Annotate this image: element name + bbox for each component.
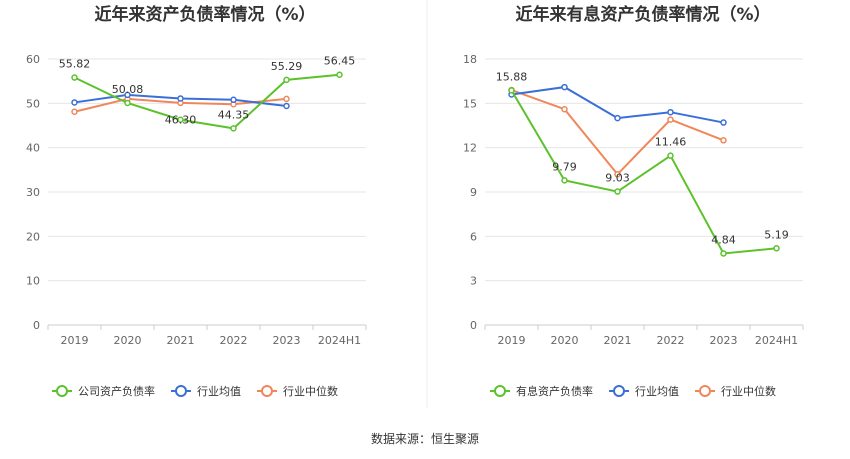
right-industry-avg-point[interactable] xyxy=(561,83,568,91)
right-y-tick-label: 0 xyxy=(470,319,477,332)
legend-marker-icon xyxy=(175,385,187,397)
left-data-label: 55.29 xyxy=(271,60,303,73)
right-data-label: 15.88 xyxy=(496,70,528,83)
right-data-label: 9.79 xyxy=(552,160,577,173)
right-x-tick-label: 2021 xyxy=(604,334,632,347)
right-data-label: 5.19 xyxy=(764,228,789,241)
right-legend-item-industry-median[interactable]: 行业中位数 xyxy=(695,384,776,398)
left-x-tick-label: 2022 xyxy=(220,334,248,347)
right-company-point[interactable] xyxy=(614,188,621,195)
right-company-line xyxy=(510,89,777,255)
left-data-label: 55.82 xyxy=(59,58,91,71)
legend-marker-icon xyxy=(613,385,625,397)
left-company-point[interactable] xyxy=(336,71,343,78)
left-company-point[interactable] xyxy=(71,74,78,81)
left-x-tick-label: 2021 xyxy=(167,334,195,347)
left-industry-avg-point[interactable] xyxy=(71,99,78,106)
right-y-tick-label: 15 xyxy=(463,97,477,110)
right-data-label: 9.03 xyxy=(605,172,630,185)
left-x-tick-label: 2023 xyxy=(273,334,301,347)
left-line-chart: 0 10 20 30 40 50 60 2019 2020 2021 2022 2023 2024H1 5… xyxy=(26,53,367,347)
right-industry-median-point[interactable] xyxy=(561,105,568,113)
right-industry-median-point[interactable] xyxy=(667,116,674,123)
legend-label: 行业均值 xyxy=(197,385,241,398)
right-y-tick-label: 12 xyxy=(463,142,477,155)
left-y-tick-label: 40 xyxy=(26,142,40,155)
left-y-tick-label: 50 xyxy=(26,97,40,110)
left-legend-item-industry-median[interactable]: 行业中位数 xyxy=(257,384,338,398)
legend-label: 行业中位数 xyxy=(283,384,338,398)
left-y-tick-label: 30 xyxy=(26,186,40,199)
left-industry-median-point[interactable] xyxy=(71,108,78,116)
right-legend[interactable]: 有息资产负债率 行业均值 行业中位数 xyxy=(490,384,776,398)
left-data-label: 50.08 xyxy=(112,83,144,96)
left-company-point[interactable] xyxy=(230,125,237,132)
right-company-point[interactable] xyxy=(561,177,568,184)
right-industry-median-point[interactable] xyxy=(614,171,621,178)
left-y-tick-label: 20 xyxy=(26,230,40,243)
right-company-point[interactable] xyxy=(720,250,727,257)
left-legend-item-company[interactable]: 公司资产负债率 xyxy=(52,384,155,398)
right-data-label: 11.46 xyxy=(655,136,687,149)
right-x-tick-label: 2019 xyxy=(498,334,526,347)
legend-marker-icon xyxy=(494,385,506,397)
right-industry-avg-point[interactable] xyxy=(720,119,727,126)
left-x-tick-label: 2024H1 xyxy=(318,334,361,347)
left-industry-avg-point[interactable] xyxy=(177,95,184,102)
left-x-tick-label: 2020 xyxy=(114,334,142,347)
left-data-label: 44.35 xyxy=(218,108,250,121)
data-source: 数据来源：恒生聚源 xyxy=(371,431,479,446)
left-company-point[interactable] xyxy=(283,76,290,84)
left-chart-title: 近年来资产负债率情况（%） xyxy=(94,4,315,25)
left-y-tick-label: 10 xyxy=(26,275,40,288)
left-y-tick-label: 60 xyxy=(26,53,40,66)
right-y-tick-label: 18 xyxy=(463,53,477,66)
right-company-point[interactable] xyxy=(508,87,515,94)
legend-label: 公司资产负债率 xyxy=(78,384,155,398)
right-x-tick-label: 2020 xyxy=(551,334,579,347)
legend-label: 行业中位数 xyxy=(721,384,776,398)
left-legend-item-industry-avg[interactable]: 行业均值 xyxy=(171,385,241,398)
left-company-line xyxy=(74,73,340,130)
right-line-chart: 0 3 6 9 12 15 18 2019 2020 2021 2022 2023 2024H1 15.8… xyxy=(463,53,804,347)
left-y-tick-label: 0 xyxy=(33,319,40,332)
left-industry-avg-point[interactable] xyxy=(230,96,237,104)
right-x-tick-label: 2023 xyxy=(710,334,738,347)
left-company-point[interactable] xyxy=(124,99,131,107)
right-company-point[interactable] xyxy=(667,152,674,159)
legend-label: 行业均值 xyxy=(635,385,679,398)
legend-marker-icon xyxy=(56,385,68,397)
left-industry-median-point[interactable] xyxy=(283,95,290,103)
right-industry-avg-point[interactable] xyxy=(667,108,674,116)
legend-label: 有息资产负债率 xyxy=(516,384,593,398)
right-industry-median-line xyxy=(511,89,724,176)
right-legend-item-company[interactable]: 有息资产负债率 xyxy=(490,384,593,398)
right-chart-title: 近年来有息资产负债率情况（%） xyxy=(515,4,770,25)
legend-marker-icon xyxy=(699,385,711,397)
right-industry-avg-point[interactable] xyxy=(614,114,621,122)
left-company-point[interactable] xyxy=(177,116,184,123)
right-x-tick-label: 2022 xyxy=(657,334,685,347)
right-industry-median-point[interactable] xyxy=(720,137,727,144)
right-y-tick-label: 3 xyxy=(470,275,477,288)
right-x-tick-label: 2024H1 xyxy=(755,334,798,347)
right-y-tick-label: 6 xyxy=(470,230,477,243)
right-data-label: 4.84 xyxy=(711,233,736,246)
right-legend-item-industry-avg[interactable]: 行业均值 xyxy=(609,385,679,398)
left-legend[interactable]: 公司资产负债率 行业均值 行业中位数 xyxy=(52,384,338,398)
left-data-label: 46.30 xyxy=(165,114,197,127)
left-x-tick-label: 2019 xyxy=(61,334,89,347)
left-industry-avg-point[interactable] xyxy=(124,91,131,99)
left-data-label: 56.45 xyxy=(324,55,356,68)
legend-marker-icon xyxy=(261,385,273,397)
right-company-point[interactable] xyxy=(773,245,780,252)
right-y-tick-label: 9 xyxy=(470,186,477,199)
left-industry-avg-point[interactable] xyxy=(283,102,290,110)
